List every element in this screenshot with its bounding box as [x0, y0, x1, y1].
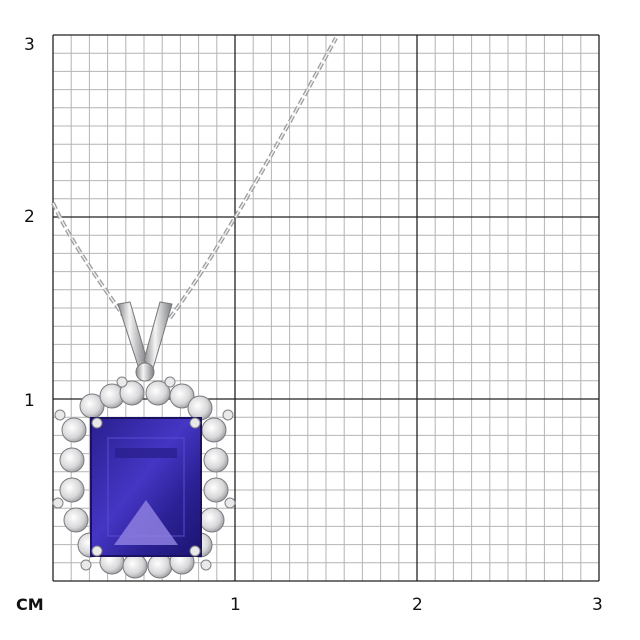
major-grid-lines [52, 34, 600, 582]
prong [222, 409, 234, 421]
x-axis-labels: CM 1 2 3 [16, 595, 603, 615]
diamond [187, 395, 213, 421]
prong [52, 497, 64, 509]
diamond [169, 383, 195, 409]
diamond [61, 417, 87, 443]
unit-label: CM [16, 595, 44, 614]
prong [54, 409, 66, 421]
prong [224, 497, 236, 509]
diamond [203, 477, 229, 503]
x-tick-1: 1 [230, 595, 241, 615]
prong [91, 417, 103, 429]
prong [200, 559, 212, 571]
y-tick-3: 3 [24, 35, 35, 55]
pendant [52, 301, 236, 579]
prongs [52, 376, 236, 571]
diamond [122, 553, 148, 579]
prong [116, 376, 128, 388]
prong [91, 545, 103, 557]
diamond [59, 447, 85, 473]
diamond [199, 507, 225, 533]
bail-icon [117, 301, 173, 382]
y-tick-2: 2 [24, 207, 35, 227]
prong [189, 417, 201, 429]
emerald-cut-tanzanite-icon [90, 417, 202, 557]
diamond [63, 507, 89, 533]
prong [189, 545, 201, 557]
diamond [203, 447, 229, 473]
diamond [59, 477, 85, 503]
diamond [147, 553, 173, 579]
necklace-chain [51, 37, 338, 320]
diamond [119, 380, 145, 406]
diamond [201, 417, 227, 443]
prong [164, 376, 176, 388]
prong [80, 559, 92, 571]
x-tick-2: 2 [412, 595, 423, 615]
y-tick-1: 1 [24, 391, 35, 411]
x-tick-3: 3 [592, 595, 603, 615]
y-axis-labels: 3 2 1 [24, 35, 35, 411]
